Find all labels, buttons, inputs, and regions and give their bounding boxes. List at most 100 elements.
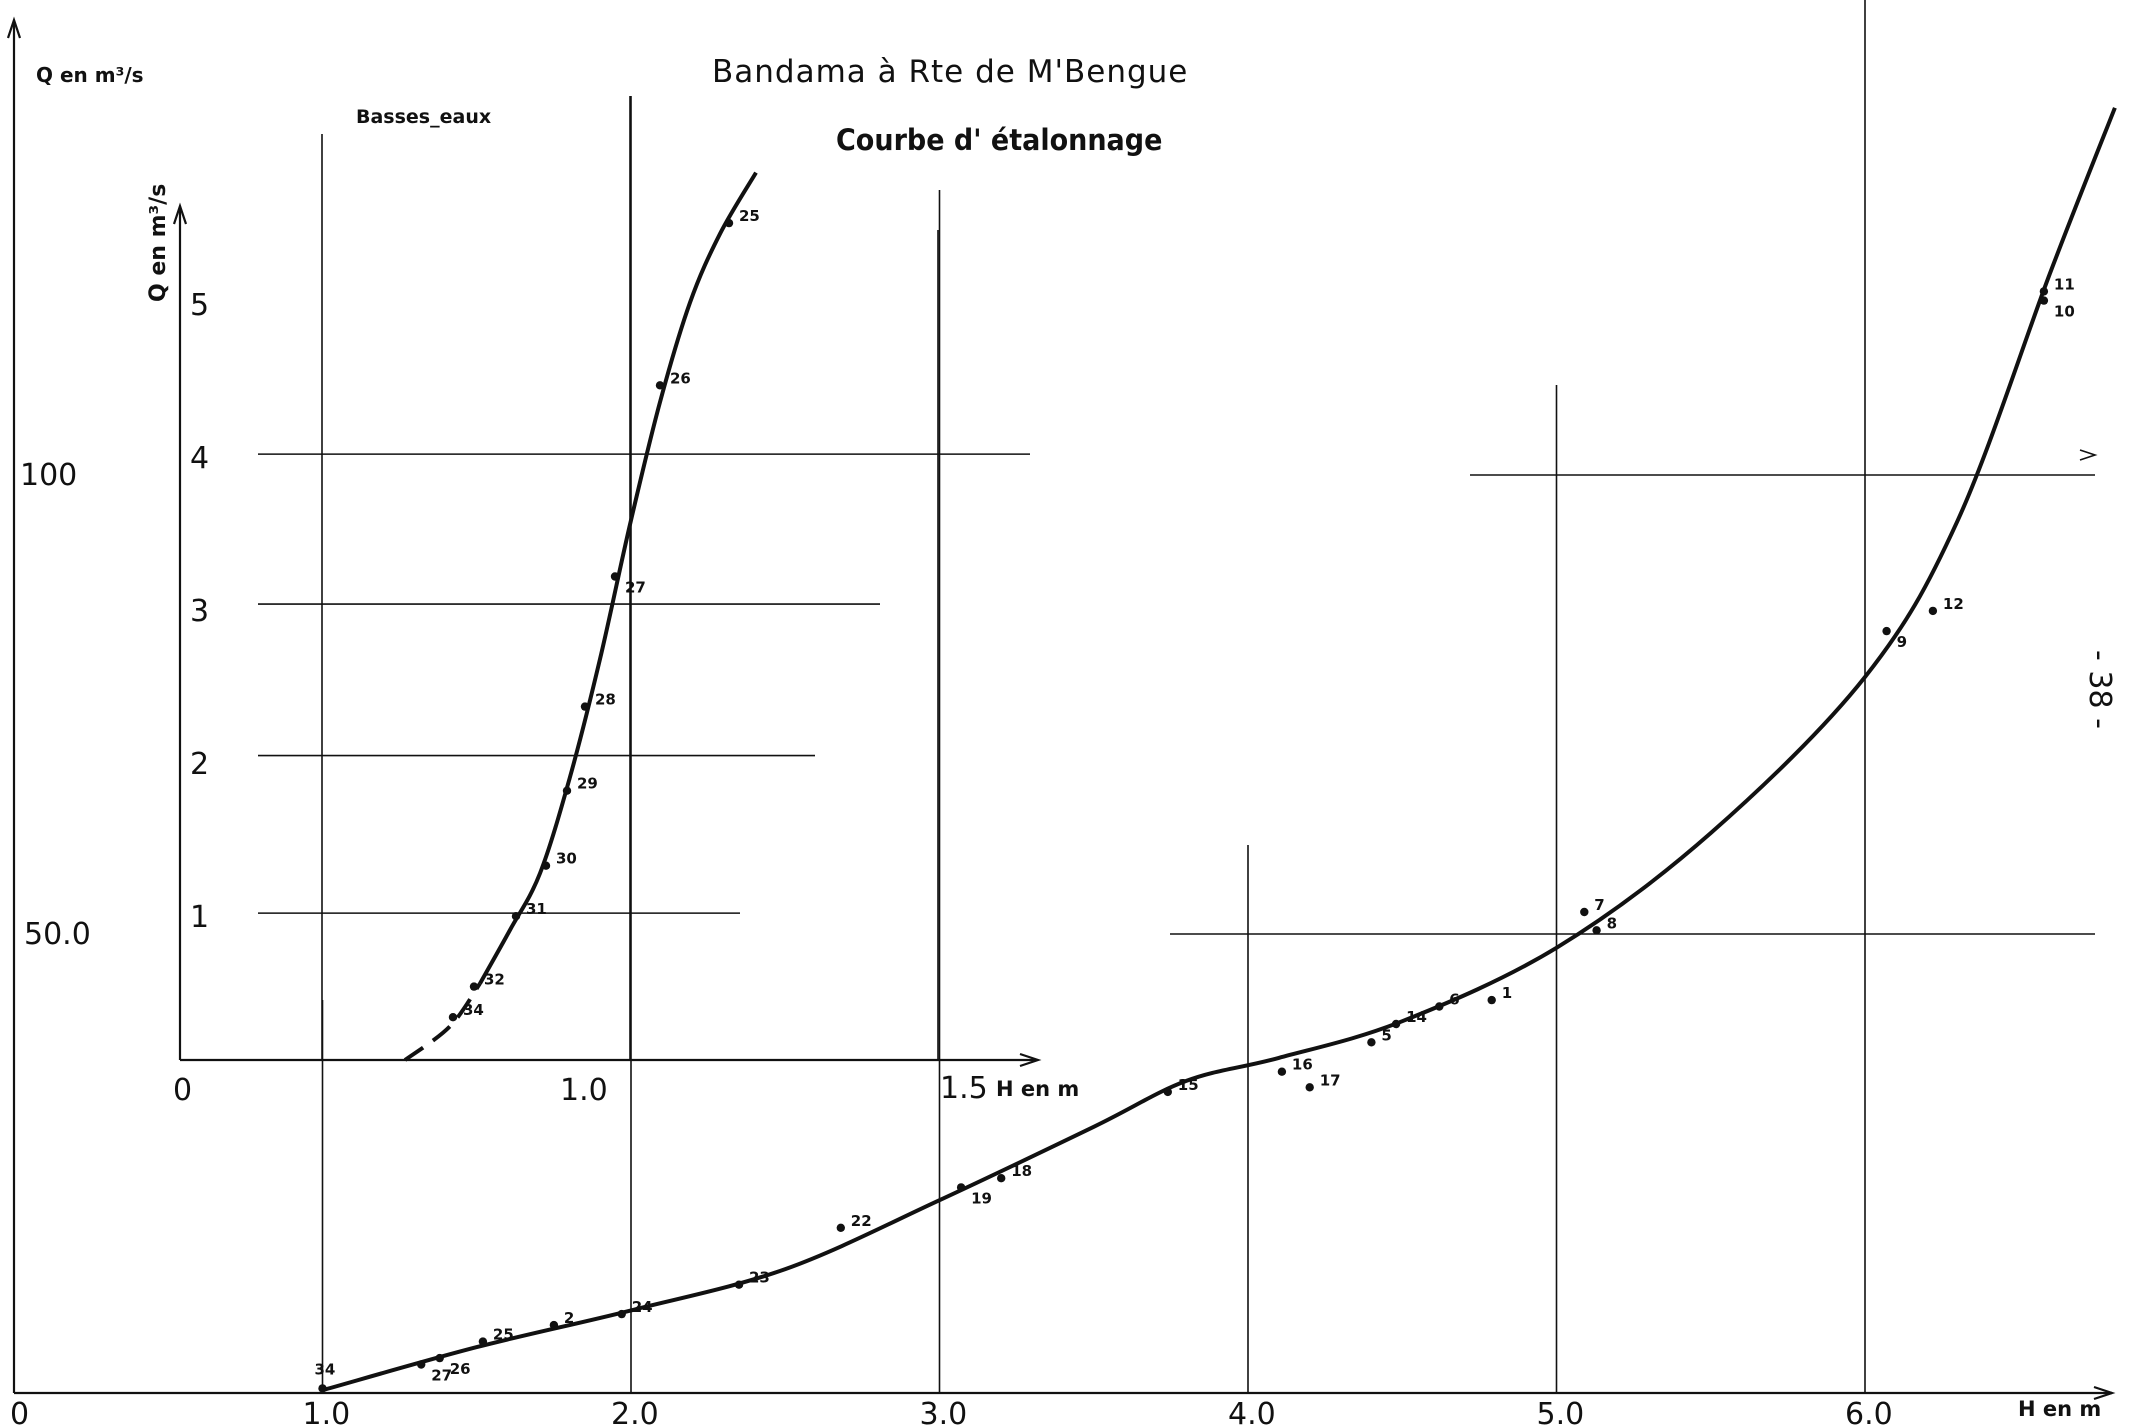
main-x-axis-label: H en m — [2018, 1397, 2101, 1421]
main-point-9 — [1882, 626, 1891, 636]
main-point-label: 26 — [450, 1360, 471, 1378]
main-x-tick-label: 5.0 — [1537, 1397, 1585, 1428]
main-gridline-arrow — [2079, 449, 2098, 461]
main-point-24 — [617, 1309, 626, 1319]
inset-x-axis-label: H en m — [996, 1077, 1079, 1101]
main-point-10 — [2039, 296, 2049, 305]
inset-axes — [172, 202, 1042, 1068]
main-grid — [321, 0, 2098, 1393]
main-point-label: 10 — [2054, 303, 2075, 321]
inset-point-label: 34 — [463, 1001, 484, 1019]
main-point-label: 18 — [1011, 1162, 1032, 1180]
main-point-label: 11 — [2054, 275, 2075, 293]
main-point-label: 9 — [1897, 633, 1907, 651]
inset-point-label: 25 — [739, 207, 760, 225]
inset-point-28 — [580, 702, 590, 711]
main-point-label: 16 — [1292, 1056, 1313, 1074]
main-x-tick-label: 0 — [10, 1397, 29, 1428]
main-point-15 — [1163, 1087, 1173, 1097]
main-point-label: 15 — [1178, 1076, 1199, 1094]
main-point-34 — [318, 1384, 327, 1393]
main-point-label: 5 — [1381, 1026, 1391, 1044]
main-point-11 — [2039, 287, 2049, 296]
inset-y-tick-label: 3 — [190, 594, 209, 629]
main-point-label: 2 — [564, 1309, 574, 1327]
main-point-5 — [1367, 1038, 1376, 1047]
main-y-tick-label: 50.0 — [24, 917, 91, 952]
main-y-tick-label: 100 — [20, 458, 77, 493]
main-point-8 — [1592, 926, 1601, 935]
inset-point-label: 29 — [577, 775, 598, 793]
main-point-label: 25 — [493, 1326, 514, 1344]
main-x-tick-label: 4.0 — [1228, 1397, 1276, 1428]
chart-subtitle: Courbe d' étalonnage — [836, 123, 1162, 157]
inset-y-tick-label: 2 — [190, 747, 209, 782]
inset-point-31 — [511, 912, 521, 921]
main-point-23 — [734, 1280, 744, 1289]
inset-y-tick-label: 4 — [190, 441, 209, 476]
inset-point-label: 32 — [484, 971, 505, 989]
main-point-label: 12 — [1943, 595, 1964, 613]
main-x-tick-label: 1.0 — [303, 1397, 351, 1428]
main-x-tick-label: 2.0 — [611, 1397, 659, 1428]
main-point-25 — [478, 1337, 488, 1346]
main-point-label: 23 — [749, 1269, 770, 1287]
inset-y-axis-label: Q en m³/s — [146, 184, 171, 302]
main-x-arrow — [2093, 1385, 2116, 1401]
main-point-6 — [1435, 1002, 1444, 1011]
main-point-2 — [549, 1320, 559, 1330]
main-point-label: 22 — [851, 1212, 872, 1230]
main-point-1 — [1487, 995, 1496, 1005]
inset-point-label: 26 — [670, 369, 691, 387]
inset-point-34 — [448, 1013, 458, 1022]
inset-x-tick-label: 1.0 — [560, 1073, 608, 1108]
main-x-tick-label: 3.0 — [920, 1397, 968, 1428]
main-point-label: 1 — [1502, 984, 1512, 1002]
chart-title: Bandama à Rte de M'Bengue — [712, 54, 1188, 90]
main-point-label: 14 — [1406, 1008, 1427, 1026]
inset-point-26 — [655, 381, 665, 390]
inset-point-label: 30 — [556, 850, 577, 868]
main-point-27 — [417, 1360, 426, 1369]
main-point-14 — [1391, 1019, 1401, 1029]
inset-point-25 — [724, 218, 734, 228]
page-number: - 38 - — [2082, 650, 2117, 729]
main-point-label: 34 — [315, 1360, 336, 1378]
inset-rating-curve-extrapolated — [403, 982, 482, 1062]
inset-grid — [258, 96, 1030, 1060]
inset-y-arrow — [172, 202, 188, 225]
main-point-label: 27 — [431, 1367, 452, 1385]
main-point-16 — [1277, 1067, 1287, 1076]
main-y-arrow — [6, 16, 22, 39]
main-point-label: 7 — [1594, 896, 1604, 914]
main-point-label: 6 — [1449, 991, 1459, 1009]
main-point-22 — [836, 1223, 845, 1233]
inset-title: Basses_eaux — [356, 106, 491, 128]
main-point-12 — [1928, 606, 1938, 616]
inset-y-tick-label: 5 — [190, 288, 209, 323]
inset-x-tick-label: 1.5 — [940, 1071, 988, 1106]
main-point-label: 19 — [971, 1189, 992, 1207]
main-point-label: 24 — [632, 1298, 653, 1316]
inset-point-29 — [562, 786, 572, 795]
inset-point-label: 27 — [625, 579, 646, 597]
main-x-tick-label: 6.0 — [1845, 1397, 1893, 1428]
main-point-19 — [956, 1183, 966, 1192]
main-rating-curve — [321, 107, 2117, 1393]
main-point-label: 17 — [1320, 1071, 1341, 1089]
main-point-18 — [997, 1174, 1006, 1183]
inset-y-tick-label: 1 — [190, 900, 209, 935]
main-point-26 — [435, 1353, 444, 1363]
inset-x-arrow — [1019, 1052, 1042, 1068]
main-y-axis-label: Q en m³/s — [36, 63, 144, 87]
inset-point-32 — [469, 982, 479, 991]
main-point-label: 8 — [1607, 914, 1617, 932]
inset-point-27 — [610, 572, 620, 581]
inset-point-30 — [541, 861, 551, 870]
main-axes — [6, 16, 2116, 1401]
inset-point-label: 31 — [526, 900, 547, 918]
